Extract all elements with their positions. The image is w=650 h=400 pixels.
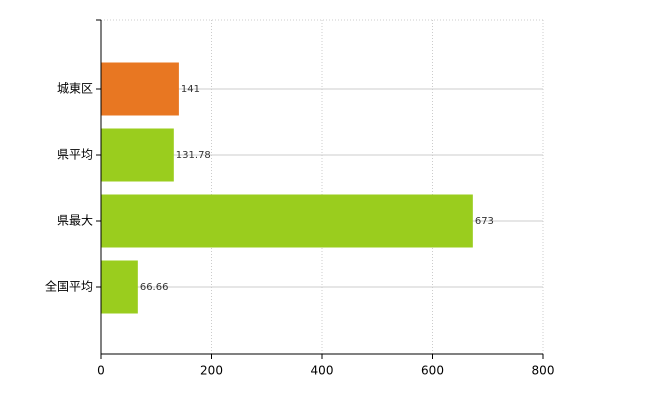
value-label: 141 (181, 84, 200, 95)
y-tick-label: 県平均 (57, 148, 93, 162)
y-tick-label: 城東区 (57, 82, 93, 96)
bar (101, 260, 138, 314)
x-tick-label: 600 (421, 364, 444, 378)
x-tick-label: 200 (200, 364, 223, 378)
x-tick-label: 0 (97, 364, 105, 378)
x-tick-label: 800 (532, 364, 555, 378)
bar (101, 128, 174, 182)
y-tick-label: 全国平均 (45, 279, 93, 294)
bar (101, 194, 473, 248)
value-label: 673 (475, 216, 494, 227)
value-label: 66.66 (140, 282, 169, 293)
bar (101, 62, 179, 116)
value-label: 131.78 (176, 150, 211, 161)
y-tick-label: 県最大 (57, 214, 93, 228)
x-tick-label: 400 (311, 364, 334, 378)
